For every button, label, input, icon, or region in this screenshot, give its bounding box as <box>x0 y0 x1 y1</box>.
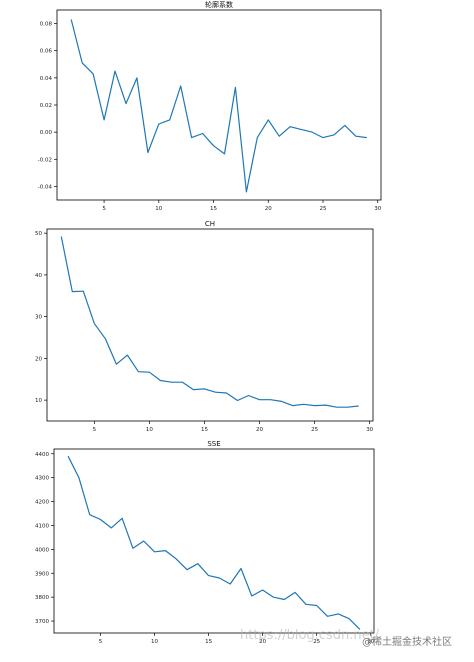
plot-frame-2 <box>46 228 374 422</box>
y-tick-label: 4400 <box>35 452 49 458</box>
y-tick-label: 4000 <box>35 547 49 553</box>
x-tick-label: 20 <box>265 206 272 212</box>
x-tick-label: 10 <box>151 639 158 645</box>
x-tick-label: 25 <box>311 427 318 433</box>
y-tick-label: 4100 <box>35 523 49 529</box>
y-tick-label: 40 <box>35 273 42 279</box>
x-tick-label: 10 <box>155 206 162 212</box>
y-tick-label: 3800 <box>35 595 49 601</box>
watermark-url: https://blog.csdn.net/ <box>240 628 380 643</box>
x-tick-label: 25 <box>313 639 320 645</box>
y-tick-label: 50 <box>35 231 42 237</box>
y-tick-label: 0.08 <box>40 22 53 28</box>
y-tick-label: 0.02 <box>40 103 52 109</box>
series-line-2 <box>60 236 359 408</box>
watermark-brand: @稀土掘金技术社区 <box>362 637 452 648</box>
x-tick-label: 10 <box>146 427 153 433</box>
x-tick-label: 20 <box>256 427 263 433</box>
y-tick-label: 30 <box>35 315 42 321</box>
plot-frame-1 <box>56 9 382 201</box>
x-tick-label: 30 <box>374 206 381 212</box>
series-line-1 <box>70 19 367 193</box>
chart-title-2: CH <box>205 220 215 228</box>
x-tick-label: 5 <box>102 206 106 212</box>
y-tick-label: -0.04 <box>38 184 53 190</box>
x-tick-label: 15 <box>205 639 212 645</box>
y-tick-label: 10 <box>35 398 42 404</box>
x-tick-label: 5 <box>93 427 97 433</box>
y-tick-label: 20 <box>35 356 42 362</box>
y-tick-label: -0.02 <box>38 157 52 163</box>
y-tick-label: 0.00 <box>40 130 53 136</box>
x-tick-label: 20 <box>259 639 266 645</box>
x-tick-label: 25 <box>319 206 326 212</box>
plot-frame-3 <box>53 448 375 634</box>
y-tick-label: 4200 <box>35 500 49 506</box>
x-tick-label: 30 <box>367 639 374 645</box>
chart-title-3: SSE <box>207 440 220 448</box>
y-tick-label: 0.04 <box>40 76 53 82</box>
x-tick-label: 30 <box>366 427 373 433</box>
y-tick-label: 4300 <box>35 476 49 482</box>
chart-title-1: 轮廓系数 <box>205 0 233 9</box>
series-line-3 <box>67 455 361 630</box>
y-tick-label: 3900 <box>35 571 49 577</box>
x-tick-label: 15 <box>201 427 208 433</box>
x-tick-label: 15 <box>210 206 217 212</box>
y-tick-label: 3700 <box>35 619 49 625</box>
y-tick-label: 0.06 <box>40 49 53 55</box>
x-tick-label: 5 <box>99 639 103 645</box>
